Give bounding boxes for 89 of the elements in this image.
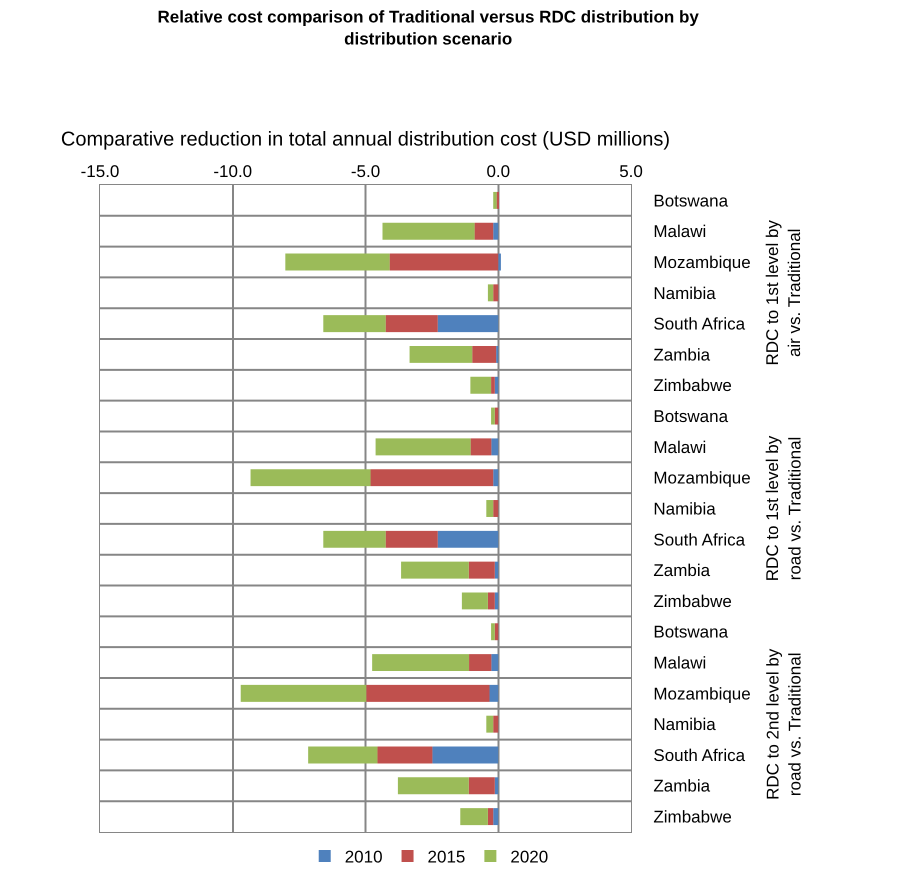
bar <box>323 315 386 332</box>
bar <box>486 716 494 733</box>
bar <box>494 408 498 425</box>
y-tick-label: Namibia <box>653 715 716 734</box>
x-tick-label: -5.0 <box>350 162 380 182</box>
y-tick-label: Mozambique <box>653 684 751 704</box>
y-tick-label: Malawi <box>653 438 706 457</box>
bar <box>410 346 472 363</box>
text: RDC to 2nd level by road vs. Traditional <box>764 648 805 800</box>
bar <box>491 376 495 394</box>
bar <box>488 284 494 302</box>
bar <box>472 346 496 363</box>
bar <box>438 530 498 548</box>
bar <box>474 222 494 240</box>
text: RDC to 1st level by road vs. Traditional <box>763 435 804 582</box>
bar <box>401 562 469 579</box>
y-tick-label: Mozambique <box>653 252 751 272</box>
chart-title: Relative cost comparison of Traditional versus RDC distribution by distribution scenario <box>158 7 700 48</box>
y-tick-label: Mozambique <box>653 468 751 488</box>
bar <box>398 777 469 794</box>
bar <box>470 376 492 394</box>
x-tick-label: -10.0 <box>213 162 252 182</box>
bar <box>491 654 498 672</box>
bar <box>493 716 498 733</box>
bar <box>469 654 492 672</box>
bar <box>493 192 497 209</box>
bar <box>468 777 495 794</box>
y-tick-label: Namibia <box>653 284 716 303</box>
bar <box>460 808 488 826</box>
bar <box>250 469 371 486</box>
y-tick-label: Namibia <box>653 499 716 518</box>
bar <box>370 469 494 486</box>
bar <box>308 746 378 764</box>
bar <box>494 592 498 610</box>
x-axis-title: Comparative reduction in total annual distribution cost (USD millions) <box>60 128 670 151</box>
bar <box>486 500 494 517</box>
bar <box>386 530 438 548</box>
y-tick-label: Zimbabwe <box>653 592 732 611</box>
bar <box>470 438 492 456</box>
bar <box>493 284 498 302</box>
bar <box>494 777 498 794</box>
bar <box>491 438 498 456</box>
bar <box>489 684 498 702</box>
bar <box>498 254 501 270</box>
x-tick-label: -15.0 <box>80 162 120 182</box>
y-tick-label: South Africa <box>653 530 746 550</box>
text: RDC to 1st level by air vs. Traditional <box>762 220 804 366</box>
bar <box>240 684 366 702</box>
x-tick-label: 0.0 <box>486 162 510 182</box>
y-tick-label: Zimbabwe <box>653 376 732 396</box>
legend-label: 2020 <box>510 848 548 867</box>
y-tick-label: Zambia <box>653 776 711 796</box>
y-tick-label: Zambia <box>653 345 711 364</box>
bar <box>432 746 498 764</box>
bar <box>488 808 494 826</box>
y-tick-label: South Africa <box>653 746 746 765</box>
bar <box>377 746 432 764</box>
bar <box>491 623 495 640</box>
bar <box>494 623 498 640</box>
bar <box>494 376 498 394</box>
bar <box>376 438 471 456</box>
bar <box>372 654 470 672</box>
bar <box>462 592 488 610</box>
bar <box>488 592 495 610</box>
legend-label: 2010 <box>344 848 383 867</box>
bar <box>493 222 498 240</box>
bar <box>493 500 498 517</box>
y-tick-label: Botswana <box>653 407 729 426</box>
bar <box>491 408 495 425</box>
y-tick-label: Botswana <box>653 622 729 642</box>
y-tick-label: Zimbabwe <box>653 808 732 827</box>
y-tick-label: South Africa <box>653 314 746 334</box>
x-tick-label: 5.0 <box>619 162 643 182</box>
y-tick-label: Malawi <box>653 654 706 672</box>
bar <box>493 469 498 486</box>
bar <box>382 222 475 240</box>
bar <box>468 562 495 579</box>
bar <box>285 254 390 270</box>
y-tick-label: Zambia <box>653 561 711 580</box>
y-tick-label: Malawi <box>653 222 706 242</box>
bar <box>386 315 438 332</box>
bar <box>493 808 498 826</box>
bar <box>438 315 498 332</box>
bar <box>494 562 498 579</box>
bar <box>323 530 386 548</box>
y-tick-label: Botswana <box>653 191 729 210</box>
legend-label: 2015 <box>428 848 466 867</box>
bar <box>366 684 490 702</box>
bar <box>390 254 498 270</box>
